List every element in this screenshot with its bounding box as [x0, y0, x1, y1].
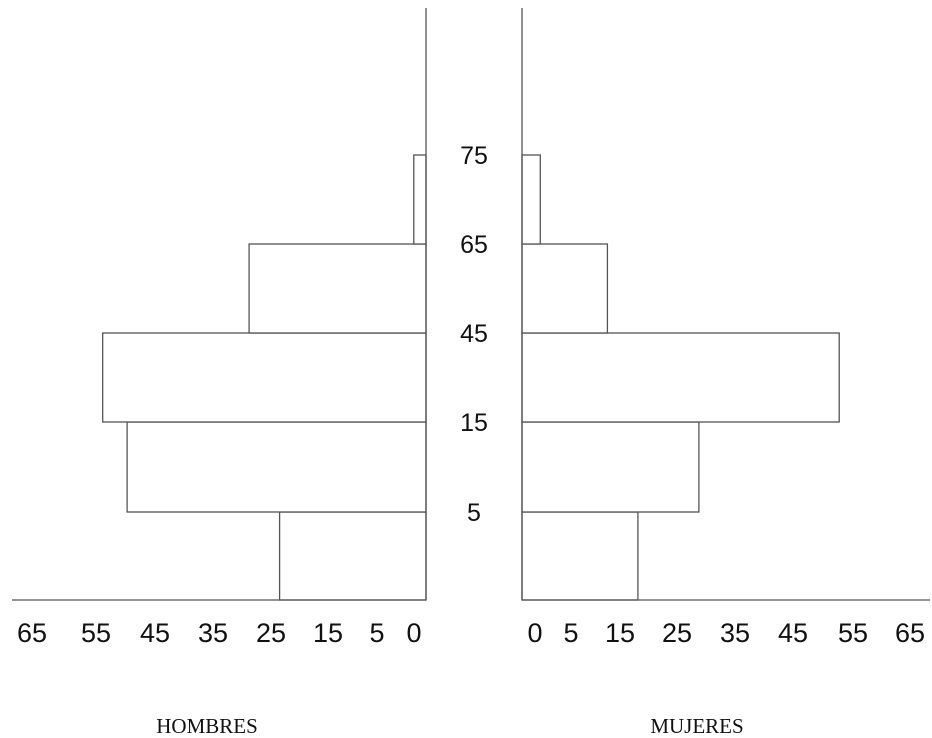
right-tick-label-55: 55: [838, 618, 868, 648]
right-tick-label-5: 5: [563, 618, 578, 648]
left-tick-label-55: 55: [81, 618, 111, 648]
mujeres-bar-65-75: [521, 154, 541, 245]
right-tick-label-35: 35: [720, 618, 750, 648]
hombres-bar-45-65: [248, 243, 427, 334]
hombres-bar-15-45: [102, 332, 427, 423]
mujeres-bar-5-15: [521, 421, 700, 513]
age-label-5: 5: [467, 499, 481, 527]
left-tick-label-25: 25: [256, 618, 286, 648]
left-tick-label-35: 35: [198, 618, 228, 648]
hombres-bar-5-15: [126, 421, 427, 513]
mujeres-bar-0-5: [521, 511, 639, 601]
left-tick-label-45: 45: [140, 618, 170, 648]
right-tick-label-65: 65: [895, 618, 925, 648]
tick-labels-group: 65 55 45 35 25 15 5 0 0 5 15 25 35 45 55 65: [17, 618, 925, 648]
right-tick-label-15: 15: [605, 618, 635, 648]
mujeres-bar-45-65: [521, 243, 609, 334]
age-label-45: 45: [460, 320, 488, 348]
age-label-15: 15: [460, 409, 488, 437]
hombres-bar-65-75: [413, 154, 427, 245]
bars-group: [102, 154, 840, 601]
age-labels-group: 75 65 45 15 5: [460, 142, 488, 527]
left-tick-label-15: 15: [313, 618, 343, 648]
age-label-65: 65: [460, 231, 488, 259]
mujeres-bar-15-45: [521, 332, 840, 423]
axes-group: [12, 8, 930, 601]
right-tick-label-0: 0: [527, 618, 542, 648]
right-panel-label: MUJERES: [650, 714, 743, 738]
right-tick-label-45: 45: [778, 618, 808, 648]
age-label-75: 75: [460, 142, 488, 170]
left-tick-label-65: 65: [17, 618, 47, 648]
left-tick-label-0: 0: [406, 618, 421, 648]
right-tick-label-25: 25: [662, 618, 692, 648]
left-tick-label-5: 5: [369, 618, 384, 648]
left-panel-label: HOMBRES: [156, 714, 258, 738]
hombres-bar-0-5: [278, 511, 427, 601]
